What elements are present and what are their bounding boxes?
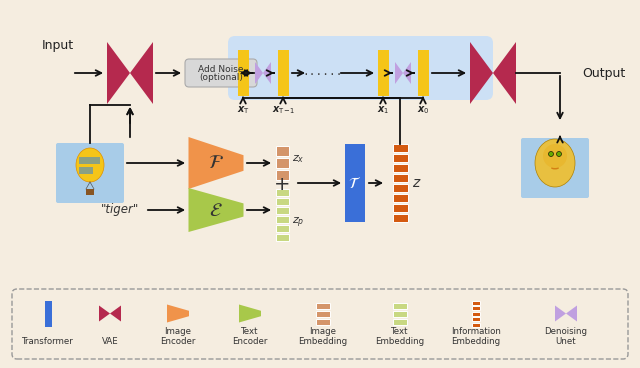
Polygon shape — [189, 137, 243, 189]
FancyBboxPatch shape — [185, 59, 257, 87]
Text: Text
Encoder: Text Encoder — [232, 327, 268, 346]
Bar — [392, 214, 408, 222]
Bar — [86, 167, 93, 174]
Text: Transformer: Transformer — [22, 337, 74, 346]
Bar — [378, 50, 388, 96]
Bar — [316, 318, 330, 325]
Bar — [472, 306, 480, 310]
Bar — [86, 189, 94, 195]
Text: ......: ...... — [303, 67, 343, 77]
Polygon shape — [99, 305, 110, 322]
Bar — [79, 157, 86, 164]
Bar — [472, 322, 480, 326]
Polygon shape — [110, 305, 121, 322]
FancyBboxPatch shape — [4, 4, 636, 364]
Polygon shape — [470, 42, 493, 104]
Bar — [275, 189, 289, 196]
Text: $z_p$: $z_p$ — [292, 216, 305, 230]
Text: Image
Encoder: Image Encoder — [160, 327, 196, 346]
Text: $\mathcal{E}$: $\mathcal{E}$ — [209, 201, 223, 219]
Bar — [316, 311, 330, 316]
Bar — [275, 158, 289, 168]
Bar — [45, 301, 51, 326]
Polygon shape — [403, 62, 411, 84]
Ellipse shape — [551, 162, 559, 164]
Bar — [472, 301, 480, 304]
Text: Input: Input — [42, 39, 74, 53]
Text: $\mathcal{T}$: $\mathcal{T}$ — [348, 176, 362, 191]
FancyBboxPatch shape — [12, 289, 628, 359]
Polygon shape — [493, 42, 516, 104]
Polygon shape — [566, 305, 577, 322]
Bar — [316, 302, 330, 308]
Bar — [275, 216, 289, 223]
Text: $\boldsymbol{x}_{0}$: $\boldsymbol{x}_{0}$ — [417, 104, 429, 116]
Polygon shape — [239, 304, 261, 322]
Text: (optional): (optional) — [199, 74, 243, 82]
Bar — [275, 234, 289, 241]
Bar — [275, 207, 289, 214]
Polygon shape — [255, 62, 263, 84]
Bar — [392, 204, 408, 212]
Bar — [275, 170, 289, 180]
Circle shape — [557, 152, 561, 156]
Bar — [275, 198, 289, 205]
Text: $\mathcal{F}$: $\mathcal{F}$ — [208, 153, 224, 173]
FancyBboxPatch shape — [521, 138, 589, 198]
Bar — [237, 50, 248, 96]
Bar — [417, 50, 429, 96]
Polygon shape — [130, 42, 153, 104]
Ellipse shape — [535, 139, 575, 187]
Text: Output: Output — [582, 67, 625, 79]
Bar — [392, 184, 408, 192]
Text: Denoising
Unet: Denoising Unet — [545, 327, 588, 346]
Bar — [86, 157, 93, 164]
Polygon shape — [107, 42, 130, 104]
Bar — [345, 144, 365, 222]
Bar — [393, 302, 407, 308]
Bar — [392, 164, 408, 172]
Bar — [93, 157, 100, 164]
Circle shape — [543, 144, 567, 168]
Bar — [393, 318, 407, 325]
Bar — [392, 174, 408, 182]
Bar — [278, 50, 289, 96]
Bar — [472, 317, 480, 321]
Text: $z$: $z$ — [412, 176, 422, 190]
Polygon shape — [263, 62, 271, 84]
Text: +: + — [274, 174, 291, 194]
FancyBboxPatch shape — [56, 143, 124, 203]
Circle shape — [548, 152, 554, 156]
Text: $\boldsymbol{x}_{1}$: $\boldsymbol{x}_{1}$ — [377, 104, 389, 116]
Text: Add Noise: Add Noise — [198, 66, 244, 74]
Text: Image
Embedding: Image Embedding — [298, 327, 348, 346]
Bar — [393, 311, 407, 316]
Polygon shape — [555, 305, 566, 322]
Bar — [275, 146, 289, 156]
Ellipse shape — [551, 166, 559, 170]
Ellipse shape — [551, 156, 559, 159]
Bar — [275, 225, 289, 232]
Text: $z_x$: $z_x$ — [292, 153, 305, 165]
Text: $\boldsymbol{x}_\mathrm{T}$: $\boldsymbol{x}_\mathrm{T}$ — [237, 104, 250, 116]
Text: VAE: VAE — [102, 337, 118, 346]
Polygon shape — [167, 304, 189, 322]
Polygon shape — [189, 188, 243, 232]
Polygon shape — [395, 62, 403, 84]
Bar — [392, 154, 408, 162]
Bar — [472, 311, 480, 315]
FancyBboxPatch shape — [228, 36, 493, 100]
Bar — [392, 144, 408, 152]
Ellipse shape — [76, 148, 104, 182]
Text: "tiger": "tiger" — [101, 204, 139, 216]
Text: Information
Embedding: Information Embedding — [451, 327, 501, 346]
Text: Text
Embedding: Text Embedding — [376, 327, 424, 346]
Text: $\boldsymbol{x}_\mathrm{T\!-\!1}$: $\boldsymbol{x}_\mathrm{T\!-\!1}$ — [271, 104, 294, 116]
Bar — [392, 194, 408, 202]
Bar — [79, 167, 86, 174]
